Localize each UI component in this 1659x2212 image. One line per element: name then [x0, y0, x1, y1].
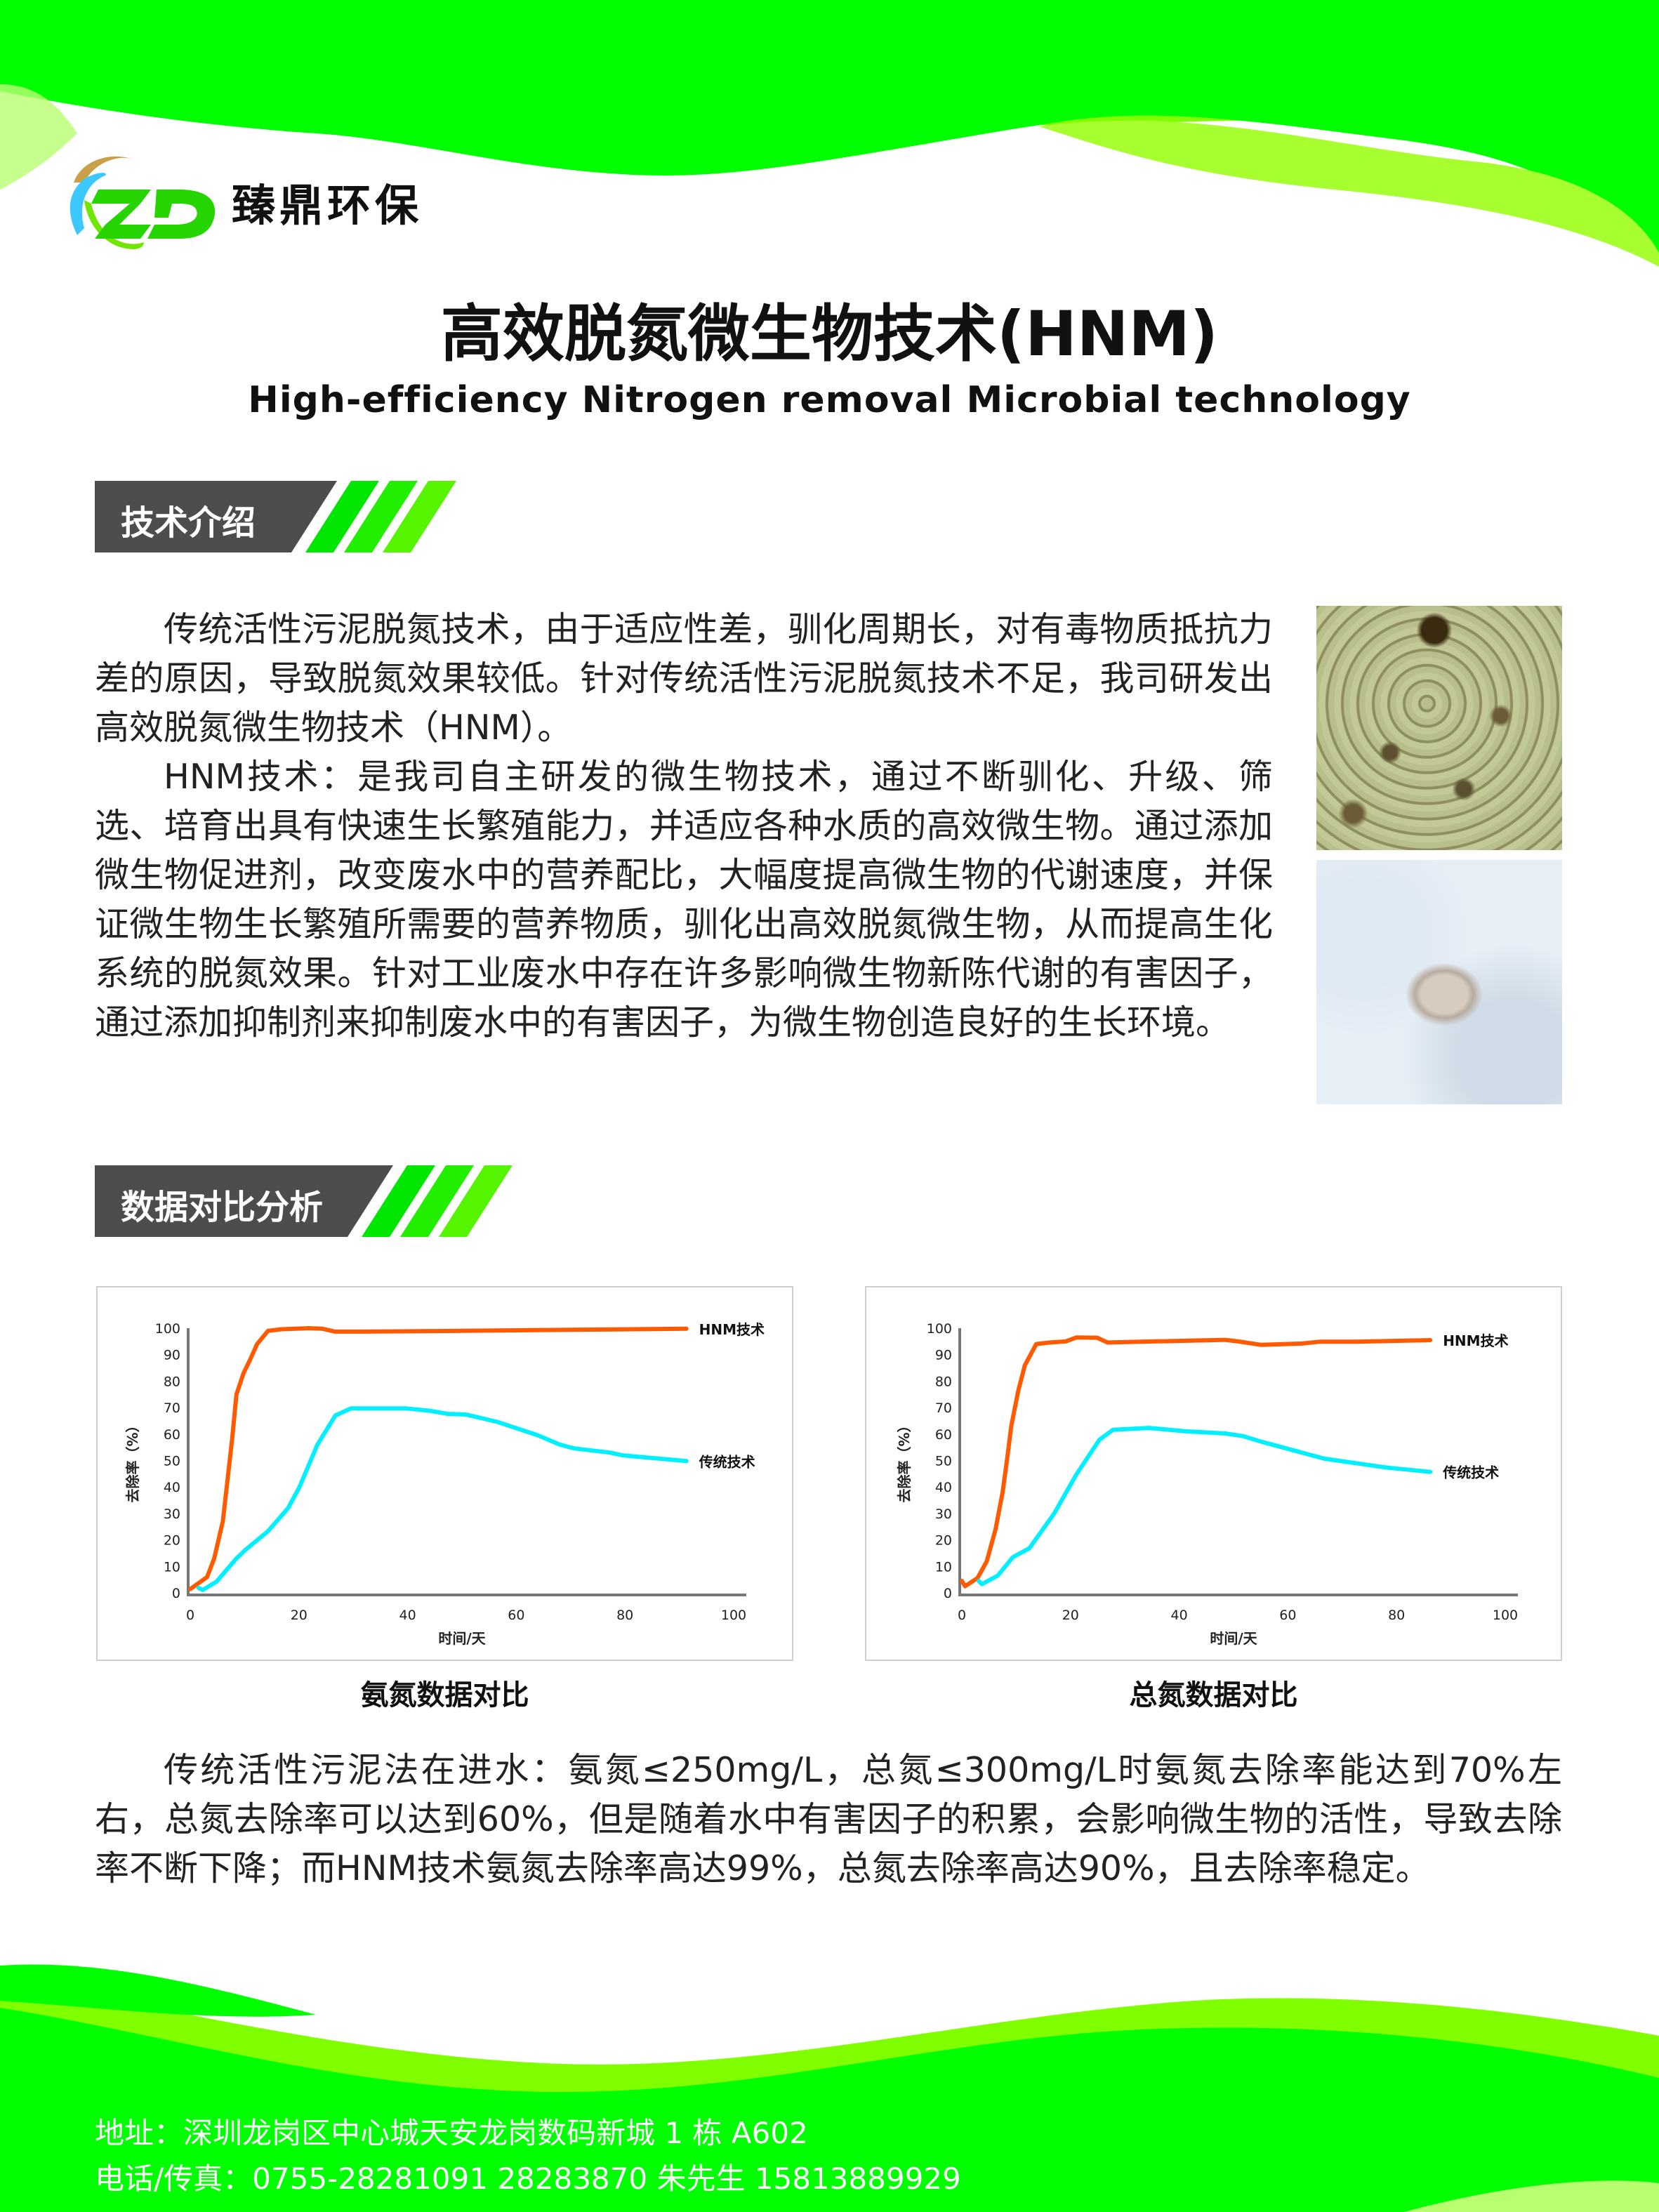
intro-text: 传统活性污泥脱氮技术，由于适应性差，驯化周期长，对有毒物质抵抗力差的原因，导致脱… — [95, 605, 1273, 1047]
brand-name: 臻鼎环保 — [232, 180, 423, 231]
chart-ammonia: 0 10 20 30 40 50 60 70 80 90 100 0 20 40 60 80 100 时间/天 去除… — [96, 1286, 793, 1661]
y-tick-label: 30 — [935, 1506, 952, 1522]
y-tick-label: 30 — [164, 1506, 180, 1522]
y-tick-label: 80 — [935, 1374, 952, 1389]
series-line-hnm — [188, 1326, 689, 1591]
x-tick-label: 40 — [399, 1608, 416, 1623]
series-line-traditional — [196, 1406, 689, 1592]
summary-paragraph: 传统活性污泥法在进水：氨氮≤250mg/L，总氮≤300mg/L时氨氮去除率能达… — [95, 1750, 1562, 1888]
page-subtitle: High-efficiency Nitrogen removal Microbi… — [248, 379, 1411, 421]
footer-address: 地址：深圳龙岗区中心城天安龙岗数码新城 1 栋 A602 — [95, 2116, 808, 2150]
x-tick-label: 20 — [1062, 1608, 1079, 1623]
x-tick-label: 80 — [616, 1608, 633, 1623]
y-tick-label: 90 — [935, 1348, 952, 1363]
brand-logo — [70, 156, 216, 249]
y-tick-label: 100 — [155, 1321, 180, 1337]
y-tick-label: 60 — [164, 1427, 180, 1443]
series-line-traditional — [977, 1426, 1433, 1587]
footer-phone: 电话/传真：0755-28281091 28283870 朱先生 1581388… — [95, 2161, 961, 2196]
x-axis-label: 时间/天 — [438, 1630, 486, 1647]
microbe-photo-2 — [1316, 860, 1562, 1104]
y-tick-label: 10 — [164, 1559, 180, 1575]
x-tick-label: 0 — [186, 1608, 194, 1623]
x-axis-label: 时间/天 — [1210, 1630, 1257, 1647]
top-left-light — [0, 84, 77, 190]
bottom-left-band — [0, 1964, 316, 2017]
x-tick-label: 40 — [1171, 1608, 1188, 1623]
y-tick-label: 50 — [164, 1454, 180, 1469]
top-right-light — [1039, 120, 1659, 267]
y-tick-label: 70 — [935, 1400, 952, 1416]
x-tick-label: 0 — [958, 1608, 966, 1623]
section-heading-data: 数据对比分析 — [121, 1188, 324, 1227]
x-tick-label: 80 — [1388, 1608, 1405, 1623]
y-tick-label: 20 — [164, 1533, 180, 1549]
y-axis-label: 去除率（%） — [124, 1418, 141, 1502]
summary-text: 传统活性污泥法在进水：氨氮≤250mg/L，总氮≤300mg/L时氨氮去除率能达… — [95, 1746, 1562, 1893]
chart-total-nitrogen-caption: 总氮数据对比 — [1129, 1679, 1298, 1711]
series-line-hnm — [960, 1335, 1433, 1589]
y-tick-label: 10 — [935, 1559, 952, 1575]
section-header-bg — [95, 481, 456, 552]
y-tick-label: 70 — [164, 1400, 180, 1416]
bottom-right-light — [1404, 2180, 1659, 2212]
section-header-bg — [95, 1165, 513, 1237]
intro-paragraph: HNM技术：是我司自主研发的微生物技术，通过不断驯化、升级、筛选、培育出具有快速… — [95, 757, 1273, 1042]
x-tick-label: 60 — [1279, 1608, 1296, 1623]
y-tick-label: 90 — [164, 1348, 180, 1363]
page-title: 高效脱氮微生物技术(HNM) — [440, 298, 1219, 370]
y-tick-label: 40 — [935, 1480, 952, 1495]
x-tick-label: 20 — [291, 1608, 308, 1623]
x-tick-label: 60 — [508, 1608, 524, 1623]
y-tick-label: 20 — [935, 1533, 952, 1549]
chart-ammonia-svg: 0 10 20 30 40 50 60 70 80 90 100 0 20 40 60 80 100 时间/天 去除… — [124, 1321, 765, 1647]
bottom-green-wave — [0, 2008, 1659, 2212]
chart-total-nitrogen: 0 10 20 30 40 50 60 70 80 90 100 0 20 40 60 80 100 时间/天 去除… — [865, 1286, 1562, 1661]
series-label: 传统技术 — [1442, 1464, 1499, 1481]
chart-total-nitrogen-svg: 0 10 20 30 40 50 60 70 80 90 100 0 20 40 60 80 100 时间/天 去除… — [896, 1321, 1518, 1647]
y-tick-label: 100 — [927, 1321, 952, 1337]
y-tick-label: 0 — [944, 1586, 952, 1601]
intro-paragraph: 传统活性污泥脱氮技术，由于适应性差，驯化周期长，对有毒物质抵抗力差的原因，导致脱… — [95, 609, 1273, 748]
series-label: HNM技术 — [699, 1321, 765, 1338]
top-green-wave — [0, 0, 1659, 253]
y-tick-label: 60 — [935, 1427, 952, 1443]
chart-ammonia-caption: 氨氮数据对比 — [360, 1679, 529, 1711]
section-heading-intro: 技术介绍 — [121, 503, 256, 543]
series-label: 传统技术 — [699, 1453, 755, 1470]
microbe-photo-1 — [1316, 606, 1562, 850]
y-tick-label: 40 — [164, 1480, 180, 1495]
x-tick-label: 100 — [721, 1608, 746, 1623]
x-tick-label: 100 — [1493, 1608, 1518, 1623]
y-axis-label: 去除率（%） — [896, 1418, 913, 1502]
series-label: HNM技术 — [1443, 1332, 1508, 1349]
y-tick-label: 50 — [935, 1454, 952, 1469]
y-tick-label: 0 — [172, 1586, 180, 1601]
y-tick-label: 80 — [164, 1374, 180, 1389]
